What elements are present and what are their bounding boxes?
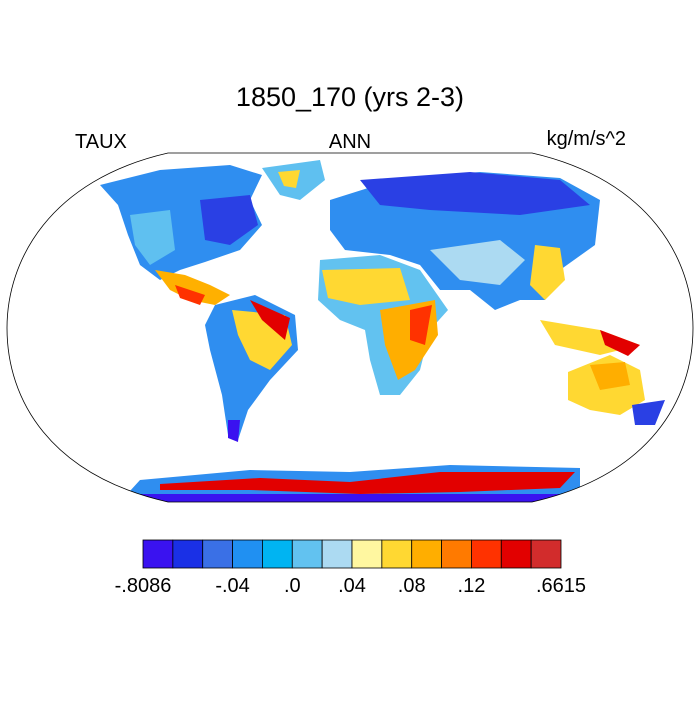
title: 1850_170 (yrs 2-3) <box>236 82 464 112</box>
colorbar-box <box>232 539 263 569</box>
colorbar-box <box>172 539 204 569</box>
right-string: kg/m/s^2 <box>547 128 626 150</box>
east-africa-red <box>410 305 432 345</box>
colorbar-box <box>202 539 233 569</box>
colorbar-label: .12 <box>458 575 486 597</box>
siberia <box>360 172 590 215</box>
map-panel <box>6 152 694 503</box>
colorbar-box <box>411 539 442 569</box>
colorbar-box <box>381 539 413 569</box>
central-asia <box>430 240 525 285</box>
patagonia <box>228 420 240 442</box>
center-string: ANN <box>329 131 371 153</box>
central-america <box>155 270 230 305</box>
colorbar-label: -.04 <box>215 575 249 597</box>
map-outline <box>6 152 694 503</box>
central-america-red <box>175 285 205 305</box>
new-zealand <box>632 400 665 425</box>
new-guinea <box>600 330 640 356</box>
colorbar-box <box>321 539 353 569</box>
greenland-center <box>278 170 300 188</box>
colorbar-box <box>351 539 383 569</box>
colorbar-box <box>441 539 472 569</box>
colorbar-box <box>262 539 293 569</box>
colorbar-label: .04 <box>338 575 366 597</box>
colorbar-box <box>530 539 562 569</box>
antarctica-coast <box>160 472 575 494</box>
colorbar-label: -.8086 <box>115 575 172 597</box>
colorbar-box <box>291 539 323 569</box>
colorbar-box <box>142 539 174 569</box>
east-china <box>530 245 565 300</box>
antarctica-interior <box>120 494 580 502</box>
north-america-east <box>200 195 258 245</box>
sahara <box>322 268 410 305</box>
land <box>100 160 665 502</box>
colorbar-label: .08 <box>398 575 426 597</box>
south-america-red <box>250 300 290 340</box>
north-america-west <box>130 210 175 265</box>
colorbar-box <box>471 539 502 569</box>
colorbar-label: .0 <box>284 575 301 597</box>
australia-center <box>590 362 630 390</box>
colorbar-box <box>500 539 532 569</box>
colorbar-label: .6615 <box>536 575 586 597</box>
colorbar: -.8086 -.04 .0 .04 .08 .12 .6615 <box>115 539 586 597</box>
left-string: TAUX <box>75 131 127 153</box>
